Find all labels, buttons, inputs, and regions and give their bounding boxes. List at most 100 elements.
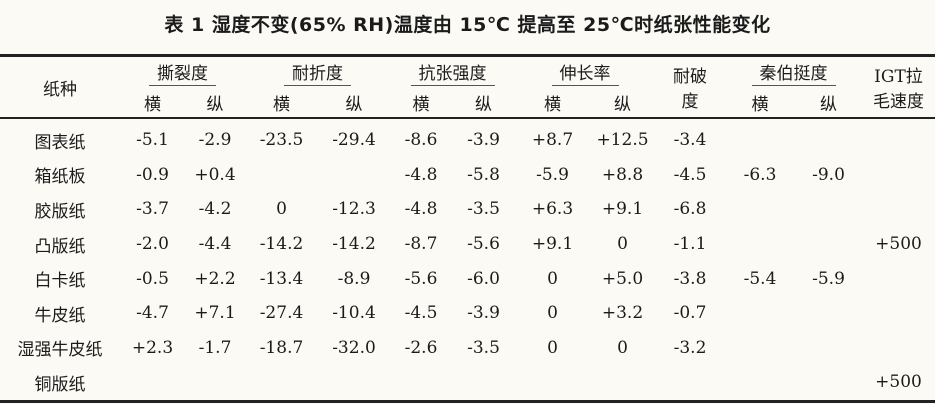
value-cell: +3.2 <box>601 303 644 324</box>
value-cell <box>185 365 245 401</box>
header-paper-type: 纸种 <box>43 79 77 100</box>
value-cell <box>515 365 590 401</box>
value-cell: -14.2 <box>259 234 304 255</box>
header-cross: 横 <box>751 94 769 115</box>
value-cell: -0.7 <box>673 303 707 324</box>
value-cell <box>795 296 862 331</box>
value-cell: -4.4 <box>198 234 232 255</box>
value-cell <box>725 296 795 331</box>
value-cell: -5.8 <box>467 164 500 185</box>
table-body: 图表纸 -5.1 -2.9 -23.5 -29.4 -8.6 -3.9 +8.7 +12.5 -3… <box>0 118 935 402</box>
paper-type-cell: 图表纸 <box>34 132 86 153</box>
paper-type-cell: 牛皮纸 <box>34 305 86 326</box>
value-cell: -5.6 <box>404 268 438 289</box>
value-cell: +9.1 <box>531 234 574 255</box>
value-cell: +6.3 <box>531 199 574 220</box>
table-header: 纸种 撕裂度 耐折度 抗张强度 伸长率 耐破度 秦伯挺度 IGT拉毛速度 横 纵… <box>0 55 935 118</box>
value-cell <box>862 158 935 193</box>
value-cell: -10.4 <box>332 303 376 324</box>
value-cell: -3.7 <box>136 199 169 220</box>
value-cell <box>318 158 390 193</box>
table-row: 白卡纸 -0.5 +2.2 -13.4 -8.9 -5.6 -6.0 0 +5.0 -3.8 -5.… <box>0 261 935 296</box>
value-cell: -4.8 <box>404 199 438 220</box>
value-cell <box>862 192 935 227</box>
header-machine: 纵 <box>206 94 224 115</box>
value-cell: 0 <box>617 337 628 358</box>
value-cell: -1.7 <box>198 337 232 358</box>
value-cell: -23.5 <box>259 130 304 151</box>
value-cell: -3.2 <box>673 337 707 358</box>
header-cross: 横 <box>544 94 561 115</box>
value-cell <box>862 331 935 366</box>
value-cell: -6.0 <box>467 268 500 289</box>
value-cell: -4.5 <box>404 303 438 324</box>
header-elongation: 伸长率 <box>515 56 655 88</box>
value-cell: 0 <box>547 268 558 289</box>
value-cell: -4.7 <box>136 303 169 324</box>
table-row: 图表纸 -5.1 -2.9 -23.5 -29.4 -8.6 -3.9 +8.7 +12.5 -3… <box>0 118 935 158</box>
value-cell <box>725 192 795 227</box>
header-cross: 横 <box>144 94 161 115</box>
value-cell: -2.9 <box>198 130 232 151</box>
value-cell: +8.7 <box>531 130 574 151</box>
value-cell: -3.4 <box>673 130 707 151</box>
value-cell: +7.1 <box>194 303 236 324</box>
value-cell: +2.3 <box>131 337 174 358</box>
value-cell <box>245 158 318 193</box>
value-cell: +5.0 <box>601 268 644 289</box>
paper-type-cell: 箱纸板 <box>34 167 86 188</box>
value-cell: -6.3 <box>743 164 777 185</box>
value-cell: -29.4 <box>332 130 376 151</box>
value-cell <box>725 331 795 366</box>
value-cell: -4.5 <box>673 164 707 185</box>
value-cell: -0.9 <box>136 164 169 185</box>
value-cell: -5.9 <box>536 164 569 185</box>
value-cell: -6.8 <box>673 199 707 220</box>
value-cell: -0.5 <box>136 268 169 289</box>
value-cell: 0 <box>547 337 558 358</box>
header-burst: 耐破度 <box>673 67 707 112</box>
value-cell: -5.4 <box>743 268 777 289</box>
value-cell <box>725 365 795 401</box>
value-cell: -12.3 <box>332 199 376 220</box>
value-cell: +12.5 <box>596 130 649 151</box>
value-cell <box>795 192 862 227</box>
value-cell <box>795 331 862 366</box>
value-cell <box>725 118 795 158</box>
header-tear: 撕裂度 <box>120 56 245 88</box>
value-cell: -32.0 <box>332 337 376 358</box>
table-row: 湿强牛皮纸 +2.3 -1.7 -18.7 -32.0 -2.6 -3.5 0 0 -3.2 <box>0 331 935 366</box>
value-cell <box>862 261 935 296</box>
value-cell <box>318 365 390 401</box>
value-cell: -3.8 <box>673 268 707 289</box>
header-tensile: 抗张强度 <box>390 56 515 88</box>
header-machine: 纵 <box>820 94 837 115</box>
paper-type-cell: 湿强牛皮纸 <box>17 340 103 361</box>
value-cell: -8.9 <box>337 268 371 289</box>
value-cell: -13.4 <box>259 268 304 289</box>
header-igt: IGT拉毛速度 <box>873 67 924 112</box>
header-machine: 纵 <box>345 94 363 115</box>
value-cell <box>655 365 725 401</box>
header-machine: 纵 <box>475 94 492 115</box>
value-cell: -5.6 <box>467 234 500 255</box>
header-machine: 纵 <box>614 94 631 115</box>
value-cell: -5.9 <box>812 268 845 289</box>
value-cell: -3.9 <box>467 303 500 324</box>
value-cell: -4.2 <box>198 199 232 220</box>
value-cell <box>120 365 185 401</box>
table-row: 牛皮纸 -4.7 +7.1 -27.4 -10.4 -4.5 -3.9 0 +3.2 -0.7 <box>0 296 935 331</box>
value-cell: -1.1 <box>673 234 707 255</box>
value-cell: 0 <box>547 303 558 324</box>
value-cell <box>245 365 318 401</box>
paper-type-cell: 白卡纸 <box>34 271 86 292</box>
value-cell <box>862 296 935 331</box>
value-cell: 0 <box>617 234 628 255</box>
value-cell: -9.0 <box>812 164 845 185</box>
value-cell <box>795 118 862 158</box>
value-cell <box>795 365 862 401</box>
value-cell: -8.7 <box>404 234 438 255</box>
value-cell: -18.7 <box>259 337 304 358</box>
value-cell: -3.5 <box>467 199 500 220</box>
header-cross: 横 <box>273 94 290 115</box>
